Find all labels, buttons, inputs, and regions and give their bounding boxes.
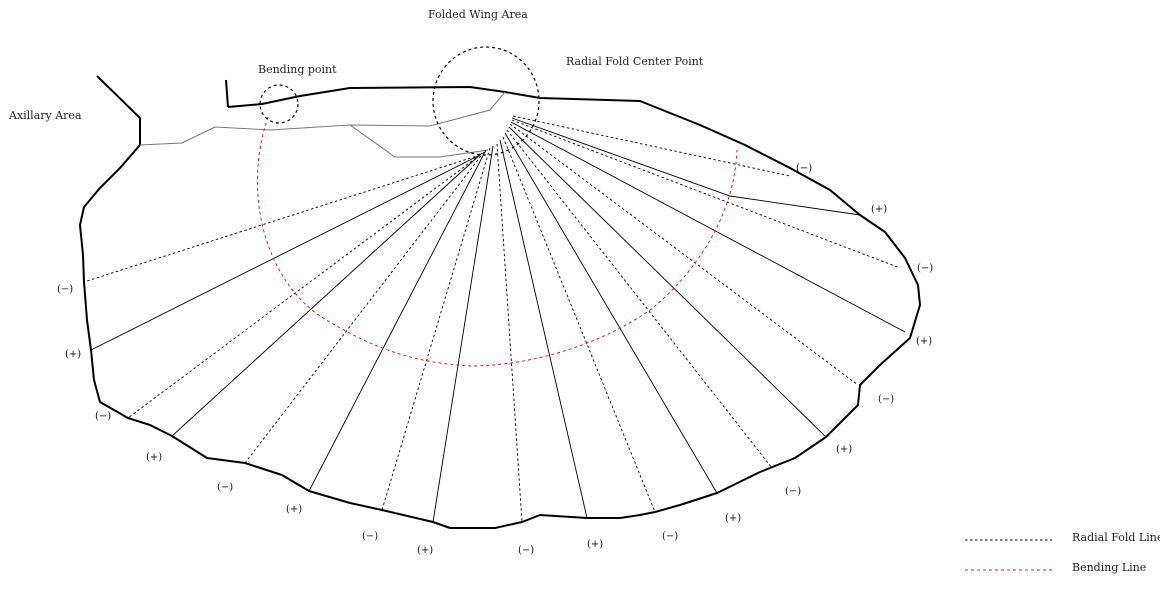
sign-marker: (−): [796, 163, 812, 174]
sign-marker: (−): [917, 263, 933, 274]
fold-line-l7: [381, 147, 491, 511]
radial-fold-lines: [83, 115, 906, 523]
radial-fold-center-label: Radial Fold Center Point: [566, 55, 704, 68]
wing-outline: [79, 75, 921, 529]
folded-wing-area-label: Folded Wing Area: [428, 8, 528, 21]
folded-wing-area-circle: [432, 46, 540, 156]
legend-bending-label: Bending Line: [1072, 561, 1146, 574]
fold-line-r1: [510, 121, 906, 333]
fold-sign-markers: (−) (+) (−) (+) (−) (+) (−) (+) (−) (+) …: [57, 163, 933, 556]
sign-marker: (+): [146, 452, 162, 463]
fold-line-r0: [511, 119, 901, 269]
fold-line-r2: [509, 123, 859, 386]
sign-marker: (+): [587, 539, 603, 550]
fold-line-r6: [502, 136, 656, 513]
bending-point-label: Bending point: [258, 63, 337, 76]
fold-line-top-a: [512, 115, 791, 177]
sign-marker: (−): [785, 486, 801, 497]
fold-line-l5: [244, 151, 485, 464]
sign-marker: (−): [57, 284, 73, 295]
sign-marker: (+): [65, 349, 81, 360]
fold-line-l6: [308, 149, 487, 492]
sign-marker: (+): [916, 336, 932, 347]
fold-line-r5: [504, 132, 718, 494]
fold-line-c2: [496, 143, 523, 523]
fold-line-r4: [506, 129, 773, 469]
fold-line-r7: [499, 139, 588, 519]
sign-marker: (−): [95, 411, 111, 422]
sign-marker: (−): [878, 394, 894, 405]
bending-point-circle: [259, 84, 299, 124]
sign-marker: (+): [871, 204, 887, 215]
sign-marker: (+): [836, 444, 852, 455]
sign-marker: (+): [725, 513, 741, 524]
sign-marker: (−): [217, 482, 233, 493]
fold-line-l4: [171, 152, 483, 437]
axillary-area-label: Axillary Area: [8, 109, 82, 122]
sign-marker: (+): [417, 545, 433, 556]
fold-line-top-b: [511, 117, 861, 216]
sign-marker: (−): [362, 531, 378, 542]
wing-inner-vein-branch: [349, 124, 489, 158]
sign-marker: (−): [518, 545, 534, 556]
sign-marker: (+): [286, 504, 302, 515]
fold-line-r3: [508, 126, 827, 438]
legend-radial-fold-label: Radial Fold Line: [1072, 531, 1160, 544]
legend: Radial Fold Line Bending Line: [965, 531, 1160, 574]
sign-marker: (−): [662, 531, 678, 542]
fold-line-l3: [127, 154, 481, 419]
fold-line-l1: [83, 154, 481, 283]
wing-inner-vein: [139, 91, 506, 146]
fold-line-l2: [90, 154, 481, 351]
fold-line-c1: [432, 145, 494, 523]
bending-line: [256, 116, 738, 367]
